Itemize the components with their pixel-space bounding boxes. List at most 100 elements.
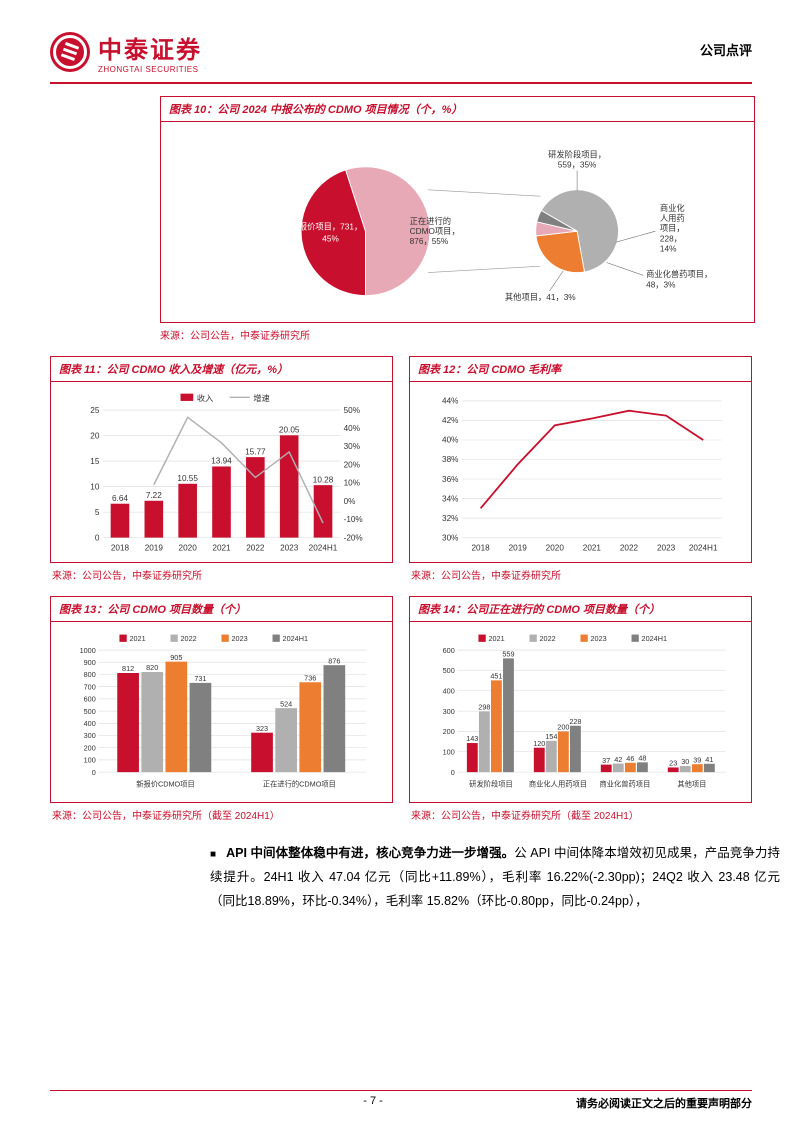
chart-13-title: 图表 13：公司 CDMO 项目数量（个） bbox=[51, 597, 392, 622]
chart-13-body: 0100200300400500600700800900100020212022… bbox=[51, 622, 392, 802]
svg-text:30: 30 bbox=[681, 757, 689, 766]
svg-text:30%: 30% bbox=[344, 442, 360, 451]
svg-text:2023: 2023 bbox=[657, 543, 676, 552]
svg-text:商业化: 商业化 bbox=[660, 203, 685, 213]
svg-text:812: 812 bbox=[122, 664, 134, 673]
svg-text:200: 200 bbox=[84, 743, 96, 752]
svg-text:20: 20 bbox=[90, 431, 100, 440]
svg-text:42: 42 bbox=[614, 755, 622, 764]
svg-text:600: 600 bbox=[443, 646, 455, 655]
svg-text:2022: 2022 bbox=[246, 543, 265, 552]
svg-text:731: 731 bbox=[194, 674, 206, 683]
svg-text:1000: 1000 bbox=[80, 646, 96, 655]
svg-text:研发阶段项目，: 研发阶段项目， bbox=[548, 150, 606, 160]
svg-text:42%: 42% bbox=[442, 416, 458, 425]
svg-text:2023: 2023 bbox=[232, 634, 248, 643]
svg-text:2024H1: 2024H1 bbox=[642, 634, 667, 643]
svg-text:120: 120 bbox=[533, 739, 545, 748]
svg-text:100: 100 bbox=[84, 756, 96, 765]
svg-text:商业化兽药项目: 商业化兽药项目 bbox=[599, 780, 650, 789]
svg-text:10.28: 10.28 bbox=[313, 475, 334, 484]
svg-text:2022: 2022 bbox=[620, 543, 639, 552]
svg-text:5: 5 bbox=[95, 508, 100, 517]
svg-text:6.64: 6.64 bbox=[112, 494, 128, 503]
body-paragraph: ■API 中间体整体稳中有进，核心竞争力进一步增强。公 API 中间体降本增效初… bbox=[210, 842, 780, 913]
header-divider bbox=[50, 82, 752, 84]
svg-text:323: 323 bbox=[256, 724, 268, 733]
svg-text:2023: 2023 bbox=[280, 543, 299, 552]
svg-text:37: 37 bbox=[602, 756, 610, 765]
svg-text:100: 100 bbox=[443, 748, 455, 757]
chart-11-container: 图表 11：公司 CDMO 收入及增速（亿元，%） 0510152025-20%… bbox=[50, 356, 393, 563]
svg-text:298: 298 bbox=[478, 703, 490, 712]
svg-text:14%: 14% bbox=[660, 244, 677, 253]
svg-text:0: 0 bbox=[92, 768, 96, 777]
chart-14-title: 图表 14：公司正在进行的 CDMO 项目数量（个） bbox=[410, 597, 751, 622]
svg-text:2018: 2018 bbox=[111, 543, 130, 552]
page-header: 中泰证券 ZHONGTAI SECURITIES 公司点评 bbox=[50, 30, 752, 74]
svg-text:32%: 32% bbox=[442, 514, 458, 523]
svg-text:2022: 2022 bbox=[540, 634, 556, 643]
svg-text:10%: 10% bbox=[344, 479, 360, 488]
svg-text:2019: 2019 bbox=[509, 543, 528, 552]
svg-text:2024H1: 2024H1 bbox=[309, 543, 338, 552]
chart-10-title: 图表 10：公司 2024 中报公布的 CDMO 项目情况（个，%） bbox=[161, 97, 754, 122]
svg-text:0: 0 bbox=[451, 768, 455, 777]
logo: 中泰证券 ZHONGTAI SECURITIES bbox=[50, 30, 202, 74]
svg-text:报价项目，731，: 报价项目，731， bbox=[299, 221, 362, 231]
svg-text:228: 228 bbox=[569, 717, 581, 726]
chart-12-source: 来源：公司公告，中泰证券研究所 bbox=[411, 567, 752, 582]
chart-11-body: 0510152025-20%-10%0%10%20%30%40%50%收入增速6… bbox=[51, 382, 392, 562]
svg-text:900: 900 bbox=[84, 658, 96, 667]
chart-10-source: 来源：公司公告，中泰证券研究所 bbox=[160, 327, 752, 342]
svg-text:154: 154 bbox=[545, 732, 557, 741]
chart-11-title: 图表 11：公司 CDMO 收入及增速（亿元，%） bbox=[51, 357, 392, 382]
svg-text:39: 39 bbox=[693, 755, 701, 764]
svg-text:其他项目: 其他项目 bbox=[677, 780, 706, 789]
svg-text:905: 905 bbox=[170, 653, 182, 662]
svg-text:143: 143 bbox=[466, 734, 478, 743]
svg-text:2024H1: 2024H1 bbox=[689, 543, 718, 552]
svg-text:700: 700 bbox=[84, 682, 96, 691]
svg-text:2021: 2021 bbox=[212, 543, 231, 552]
svg-text:300: 300 bbox=[84, 731, 96, 740]
svg-text:-10%: -10% bbox=[344, 515, 363, 524]
logo-icon bbox=[50, 32, 90, 72]
svg-text:38%: 38% bbox=[442, 455, 458, 464]
svg-text:876，55%: 876，55% bbox=[410, 237, 449, 246]
svg-text:研发阶段项目: 研发阶段项目 bbox=[469, 780, 513, 789]
svg-text:500: 500 bbox=[443, 666, 455, 675]
svg-text:10: 10 bbox=[90, 482, 100, 491]
svg-text:40%: 40% bbox=[344, 424, 360, 433]
svg-text:-20%: -20% bbox=[344, 533, 363, 542]
svg-text:项目，: 项目， bbox=[660, 224, 685, 233]
svg-text:48: 48 bbox=[638, 754, 646, 763]
svg-text:40%: 40% bbox=[442, 436, 458, 445]
svg-text:400: 400 bbox=[443, 686, 455, 695]
svg-text:559: 559 bbox=[502, 650, 514, 659]
logo-text-cn: 中泰证券 bbox=[98, 30, 202, 65]
logo-text-en: ZHONGTAI SECURITIES bbox=[98, 65, 202, 74]
chart-14-container: 图表 14：公司正在进行的 CDMO 项目数量（个） 0100200300400… bbox=[409, 596, 752, 803]
svg-text:36%: 36% bbox=[442, 475, 458, 484]
svg-text:600: 600 bbox=[84, 695, 96, 704]
chart-10-container: 图表 10：公司 2024 中报公布的 CDMO 项目情况（个，%） 报价项目，… bbox=[160, 96, 755, 323]
svg-text:559，35%: 559，35% bbox=[558, 161, 597, 170]
bullet-icon: ■ bbox=[210, 849, 216, 860]
chart-14-source: 来源：公司公告，中泰证券研究所（截至 2024H1） bbox=[411, 807, 752, 822]
svg-text:451: 451 bbox=[490, 672, 502, 681]
svg-text:25: 25 bbox=[90, 406, 100, 415]
svg-text:2019: 2019 bbox=[145, 543, 164, 552]
svg-text:10.55: 10.55 bbox=[177, 474, 198, 483]
chart-12-title: 图表 12：公司 CDMO 毛利率 bbox=[410, 357, 751, 382]
svg-text:2024H1: 2024H1 bbox=[283, 634, 308, 643]
svg-text:商业化兽药项目，: 商业化兽药项目， bbox=[646, 269, 712, 279]
svg-text:800: 800 bbox=[84, 670, 96, 679]
svg-text:50%: 50% bbox=[344, 406, 360, 415]
svg-text:300: 300 bbox=[443, 707, 455, 716]
svg-text:524: 524 bbox=[280, 699, 292, 708]
svg-text:2020: 2020 bbox=[546, 543, 565, 552]
svg-text:正在进行的CDMO项目: 正在进行的CDMO项目 bbox=[263, 780, 336, 789]
svg-text:2020: 2020 bbox=[179, 543, 198, 552]
chart-13-container: 图表 13：公司 CDMO 项目数量（个） 010020030040050060… bbox=[50, 596, 393, 803]
